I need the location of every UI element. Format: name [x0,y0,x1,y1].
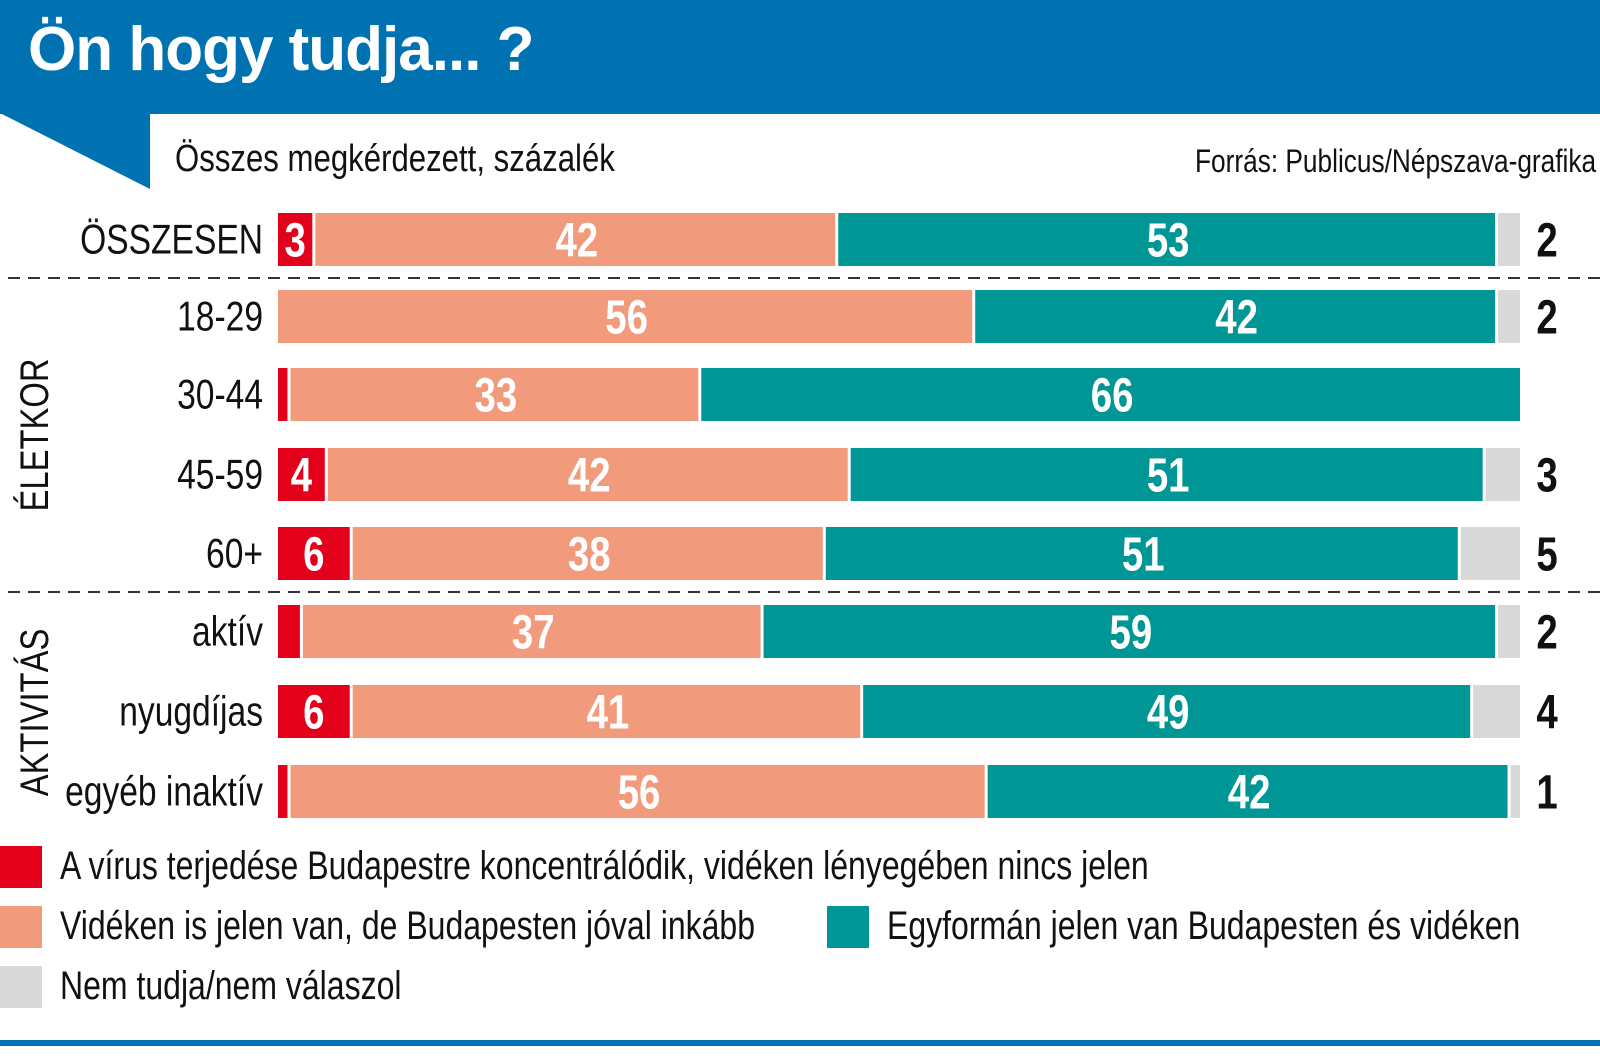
bar-segment-red [278,213,313,266]
data-label: 6 [303,687,324,740]
bar-segment-teal [825,527,1458,580]
chart-title: Ön hogy tudja... ? [28,15,535,84]
data-label: 41 [587,687,630,740]
bar-segment-grey [1485,448,1520,501]
legend-label: Egyformán jelen van Budapesten és vidéke… [887,904,1521,948]
data-label: 2 [1536,292,1557,345]
header-banner [0,0,1600,114]
legend-item-teal: Egyformán jelen van Budapesten és vidéke… [827,904,1600,949]
data-label: 66 [1091,370,1134,423]
bar-segment-grey [1473,685,1520,738]
data-label: 56 [605,292,648,345]
category-label: 60+ [206,531,263,577]
bar-segment-salmon [352,527,823,580]
group-label: AKTIVITÁS [12,629,57,797]
data-label: 2 [1536,215,1557,268]
data-label: 37 [512,607,555,660]
bar-segment-salmon [290,368,699,421]
data-label: 42 [1228,767,1271,820]
data-label: 56 [618,767,661,820]
category-label: aktív [192,609,263,655]
data-label: 3 [1536,450,1557,503]
bar-segment-teal [850,448,1483,501]
data-label: 6 [303,529,324,582]
legend-label: A vírus terjedése Budapestre koncentráló… [60,844,1149,888]
data-label: 49 [1147,687,1190,740]
data-label: 42 [568,450,611,503]
bar-segment-salmon [302,605,761,658]
chart-subtitle: Összes megkérdezett, százalék [175,138,615,180]
bar-segment-salmon [327,448,848,501]
bar-segment-salmon [278,290,973,343]
bar-segment-teal [701,368,1520,421]
data-label: 2 [1536,607,1557,660]
category-label: 45-59 [177,452,263,498]
bar-segment-salmon [352,685,861,738]
bar-segment-teal [838,213,1496,266]
data-label: 5 [1536,529,1557,582]
data-label: 38 [568,529,611,582]
bar-segment-teal [763,605,1496,658]
category-label: 30-44 [177,372,263,418]
data-label: 59 [1109,607,1152,660]
footer-rule [0,1040,1600,1046]
legend-swatch-red [0,845,42,888]
legend-swatch-grey [0,965,42,1008]
bar-segment-red [278,368,288,421]
data-label: 51 [1147,450,1190,503]
data-label: 42 [1215,292,1258,345]
bar-segment-grey [1498,605,1520,658]
legend-swatch-teal [827,905,869,948]
bar-segment-teal [863,685,1471,738]
legend-item-salmon: Vidéken is jelen van, de Budapesten jóva… [0,904,929,949]
data-label: 33 [475,370,518,423]
legend-item-red: A vírus terjedése Budapestre koncentráló… [0,844,1421,889]
data-label: 51 [1122,529,1165,582]
data-label: 1 [1536,767,1557,820]
bar-segment-grey [1460,527,1520,580]
source-credit: Forrás: Publicus/Népszava-grafika [1194,143,1596,179]
category-label: ÖSSZESEN [80,217,263,263]
bar-segment-grey [1498,290,1520,343]
bar-segment-grey [1498,213,1520,266]
category-label: nyugdíjas [119,689,263,735]
legend-swatch-salmon [0,905,42,948]
bar-segment-red [278,605,300,658]
legend-label: Vidéken is jelen van, de Budapesten jóva… [60,904,756,948]
bar-segment-teal [975,290,1496,343]
legend-label: Nem tudja/nem válaszol [60,964,402,1008]
data-label: 42 [555,215,598,268]
legend-item-grey: Nem tudja/nem válaszol [0,964,487,1009]
bar-segment-red [278,685,350,738]
bar-segment-red [278,527,350,580]
bar-segment-salmon [290,765,985,818]
category-label: 18-29 [177,294,263,340]
header-speech-tail [0,113,150,189]
category-label: egyéb inaktív [65,769,263,815]
data-label: 3 [284,215,305,268]
bar-segment-teal [987,765,1508,818]
data-label: 53 [1147,215,1190,268]
bar-segment-salmon [315,213,836,266]
bar-segment-red [278,765,288,818]
group-label: ÉLETKOR [12,358,57,511]
data-label: 4 [1536,687,1557,740]
bar-segment-red [278,448,325,501]
bar-segment-grey [1510,765,1520,818]
data-label: 4 [291,450,312,503]
